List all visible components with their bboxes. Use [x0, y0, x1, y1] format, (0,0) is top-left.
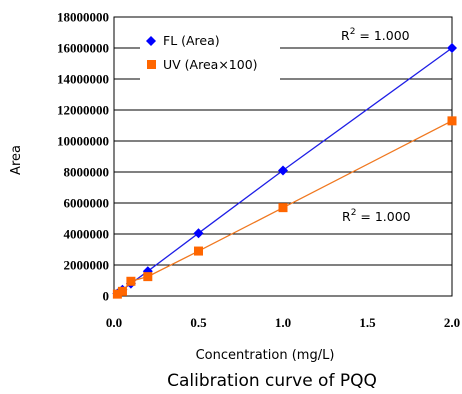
y-tick-labels: 0 2000000 4000000 6000000 8000000 10000000 120…: [57, 10, 109, 304]
uv-data-point: [194, 246, 203, 256]
uv-data-point: [447, 116, 457, 126]
y-tick-label: 6000000: [64, 196, 110, 211]
y-tick-label: 14000000: [57, 72, 109, 87]
y-tick-label: 2000000: [64, 258, 110, 273]
r2-annotation-uv-bg: [337, 207, 417, 227]
uv-data-point: [117, 286, 127, 296]
y-tick-label: 0: [103, 289, 110, 304]
x-tick-labels: 0.0 0.5 1.0 1.5 2.0: [106, 315, 460, 330]
y-tick-label: 12000000: [57, 103, 109, 118]
uv-data-point: [278, 203, 288, 213]
y-tick-label: 18000000: [57, 10, 109, 25]
series-markers: [112, 43, 457, 299]
chart-caption: Calibration curve of PQQ: [167, 371, 377, 391]
r2-annotation-fl: R2 = 1.000: [336, 26, 416, 46]
x-axis-label: Concentration (mg/L): [196, 348, 335, 363]
uv-data-point: [126, 276, 136, 286]
legend-label-uv: UV (Area×100): [163, 57, 258, 72]
x-tick-label: 2.0: [444, 315, 460, 330]
fl-data-point: [447, 43, 457, 53]
fl-data-point: [278, 165, 288, 176]
r2-fl-base: R: [341, 28, 350, 43]
r2-fl-rest: = 1.000: [355, 28, 409, 43]
y-tick-label: 16000000: [57, 41, 109, 56]
y-tick-label: 8000000: [64, 165, 110, 180]
y-tick-label: 4000000: [64, 227, 110, 242]
legend-box: [140, 30, 280, 82]
uv-data-point: [143, 272, 153, 282]
fl-data-point: [193, 228, 204, 239]
y-tick-label: 10000000: [57, 134, 109, 149]
x-tick-label: 0.0: [106, 315, 122, 330]
r2-uv-rest: = 1.000: [356, 209, 410, 224]
uv-data-point: [112, 289, 122, 299]
r2-annotation-fl-text: R2 = 1.000: [341, 27, 410, 43]
r2-annotation-uv: R2 = 1.000: [337, 207, 417, 227]
r2-uv-sup: 2: [351, 208, 357, 218]
legend: FL (Area) UV (Area×100): [140, 30, 280, 82]
legend-label-fl: FL (Area): [163, 33, 220, 48]
r2-uv-base: R: [342, 209, 351, 224]
legend-marker-uv: [147, 60, 156, 69]
y-axis-label: Area: [9, 145, 24, 175]
x-tick-label: 0.5: [190, 315, 207, 330]
x-tick-label: 1.5: [359, 315, 376, 330]
r2-fl-sup: 2: [350, 27, 356, 37]
x-tick-label: 1.0: [275, 315, 291, 330]
r2-annotation-fl-bg: [336, 26, 416, 46]
r2-annotation-uv-text: R2 = 1.000: [342, 208, 411, 224]
legend-marker-fl: [146, 36, 156, 46]
plot-area: [113, 16, 453, 297]
